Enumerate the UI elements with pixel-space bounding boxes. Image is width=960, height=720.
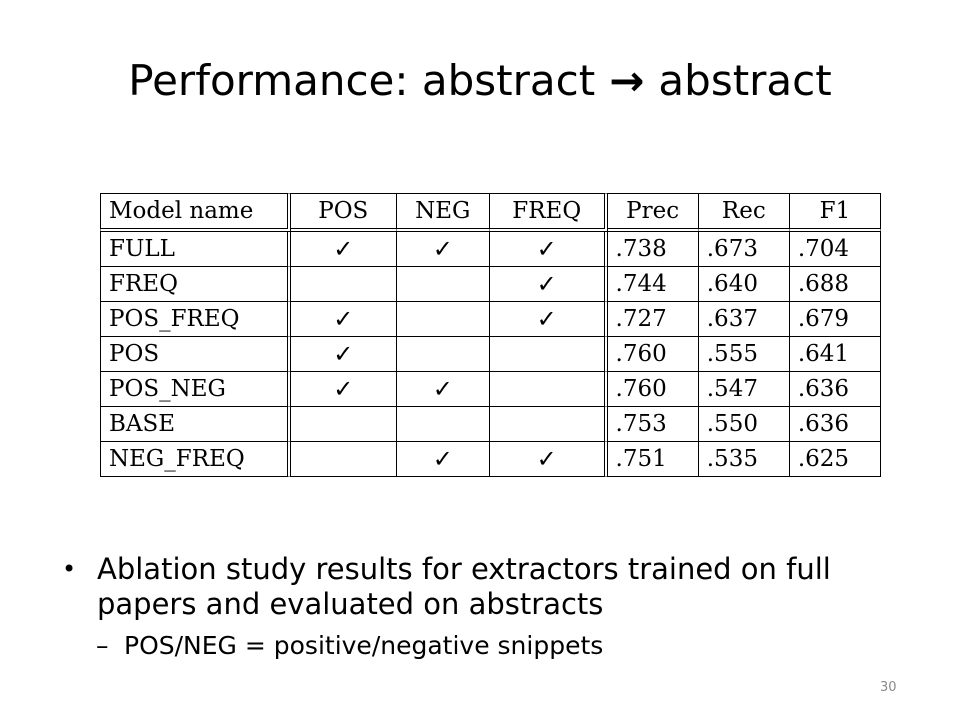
cell-pos: ✓ xyxy=(290,302,397,337)
header-prec: Prec xyxy=(607,193,699,232)
cell-prec: .738 xyxy=(607,232,699,267)
cell-neg: ✓ xyxy=(396,232,490,267)
cell-rec: .673 xyxy=(698,232,790,267)
sub-bullet-item: – POS/NEG = positive/negative snippets xyxy=(62,631,922,661)
cell-pos: ✓ xyxy=(290,337,397,372)
sub-bullet-text: POS/NEG = positive/negative snippets xyxy=(124,631,604,660)
header-neg: NEG xyxy=(396,193,490,232)
cell-f1: .679 xyxy=(789,302,881,337)
cell-f1: .625 xyxy=(789,442,881,477)
cell-model-name: POS_FREQ xyxy=(100,302,291,337)
cell-neg xyxy=(396,302,490,337)
cell-neg xyxy=(396,407,490,442)
cell-pos xyxy=(290,407,397,442)
table-row: NEG_FREQ ✓ ✓ .751.535.625 xyxy=(100,442,881,477)
cell-model-name: NEG_FREQ xyxy=(100,442,291,477)
title-right-text: abstract xyxy=(658,56,832,105)
cell-prec: .744 xyxy=(607,267,699,302)
table-row: FULL ✓ ✓ ✓ .738.673.704 xyxy=(100,232,881,267)
cell-rec: .547 xyxy=(698,372,790,407)
cell-f1: .636 xyxy=(789,372,881,407)
table-row: POS_FREQ ✓ ✓ .727.637.679 xyxy=(100,302,881,337)
cell-pos: ✓ xyxy=(290,232,397,267)
cell-f1: .641 xyxy=(789,337,881,372)
cell-freq: ✓ xyxy=(489,302,608,337)
cell-rec: .555 xyxy=(698,337,790,372)
results-table: Model name POS NEG FREQ Prec Rec F1 FULL… xyxy=(100,193,881,477)
cell-freq xyxy=(489,337,608,372)
title-left-text: Performance: abstract xyxy=(128,56,596,105)
table-row: POS_NEG ✓ ✓ .760.547.636 xyxy=(100,372,881,407)
results-table-container: Model name POS NEG FREQ Prec Rec F1 FULL… xyxy=(100,193,881,481)
cell-neg xyxy=(396,267,490,302)
cell-f1: .704 xyxy=(789,232,881,267)
cell-neg: ✓ xyxy=(396,442,490,477)
bullet-dot-icon: • xyxy=(62,555,77,583)
slide-title: Performance: abstract → abstract xyxy=(0,56,960,106)
cell-prec: .727 xyxy=(607,302,699,337)
page-number: 30 xyxy=(880,680,897,695)
bullet-item: • Ablation study results for extractors … xyxy=(62,552,922,622)
bullet-list: • Ablation study results for extractors … xyxy=(62,552,922,661)
cell-rec: .637 xyxy=(698,302,790,337)
cell-model-name: FULL xyxy=(100,232,291,267)
cell-neg: ✓ xyxy=(396,372,490,407)
cell-model-name: POS_NEG xyxy=(100,372,291,407)
cell-prec: .760 xyxy=(607,337,699,372)
header-model-name: Model name xyxy=(100,193,291,232)
cell-pos: ✓ xyxy=(290,372,397,407)
cell-freq: ✓ xyxy=(489,232,608,267)
cell-prec: .753 xyxy=(607,407,699,442)
cell-pos xyxy=(290,267,397,302)
table-body: FULL ✓ ✓ ✓ .738.673.704 FREQ ✓ .744.640.688 POS_… xyxy=(100,232,881,477)
table-header-row: Model name POS NEG FREQ Prec Rec F1 xyxy=(100,193,881,232)
header-freq: FREQ xyxy=(489,193,608,232)
right-arrow-icon: → xyxy=(609,56,645,105)
cell-model-name: POS xyxy=(100,337,291,372)
header-rec: Rec xyxy=(698,193,790,232)
cell-model-name: FREQ xyxy=(100,267,291,302)
cell-rec: .535 xyxy=(698,442,790,477)
cell-freq xyxy=(489,372,608,407)
cell-rec: .550 xyxy=(698,407,790,442)
table-row: POS ✓ .760.555.641 xyxy=(100,337,881,372)
table-row: FREQ ✓ .744.640.688 xyxy=(100,267,881,302)
bullet-text: Ablation study results for extractors tr… xyxy=(97,552,831,621)
cell-prec: .760 xyxy=(607,372,699,407)
cell-freq xyxy=(489,407,608,442)
header-f1: F1 xyxy=(789,193,881,232)
cell-freq: ✓ xyxy=(489,267,608,302)
header-pos: POS xyxy=(290,193,397,232)
cell-prec: .751 xyxy=(607,442,699,477)
cell-pos xyxy=(290,442,397,477)
cell-f1: .636 xyxy=(789,407,881,442)
dash-icon: – xyxy=(96,631,109,660)
cell-rec: .640 xyxy=(698,267,790,302)
table-row: BASE .753.550.636 xyxy=(100,407,881,442)
cell-neg xyxy=(396,337,490,372)
cell-model-name: BASE xyxy=(100,407,291,442)
cell-freq: ✓ xyxy=(489,442,608,477)
cell-f1: .688 xyxy=(789,267,881,302)
